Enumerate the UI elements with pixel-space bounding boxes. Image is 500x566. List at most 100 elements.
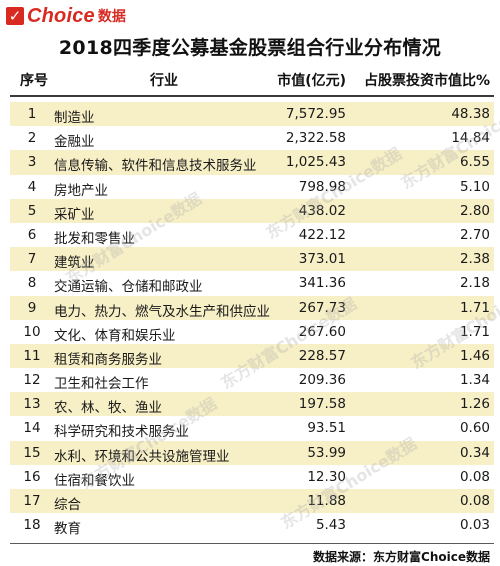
row-industry: 制造业: [54, 110, 95, 126]
table-row: 13 农、林、牧、渔业 197.58 1.26: [10, 392, 494, 417]
row-industry: 文化、体育和娱乐业: [54, 327, 176, 344]
table-body: 1 制造业 7,572.95 48.38 2 金融业 2,322.58 14.84 3 信息传输、…: [10, 102, 494, 537]
row-value: 228.57: [298, 347, 346, 364]
table-row: 6 批发和零售业 422.12 2.70: [10, 223, 494, 247]
row-industry: 水利、环境和公共设施管理业: [54, 448, 230, 465]
row-number: 15: [23, 444, 41, 461]
table-header: 序号 行业 市值(亿元) 占股票投资市值比%: [10, 66, 494, 92]
table-row: 8 交通运输、仓储和邮政业 341.36 2.18: [10, 271, 494, 295]
row-industry: 房地产业: [54, 182, 108, 199]
table-row: 2 金融业 2,322.58 14.84: [10, 126, 494, 150]
column-header-industry: 行业: [150, 73, 178, 89]
row-pct: 5.10: [459, 178, 490, 195]
row-number: 17: [23, 493, 41, 509]
row-industry: 卫生和社会工作: [54, 376, 149, 393]
column-header-value: 市值(亿元): [277, 73, 346, 89]
row-pct: 1.34: [459, 372, 490, 389]
row-number: 5: [27, 202, 37, 219]
choice-logo: ✓ Choice 数据: [6, 5, 126, 27]
source-note: 数据来源：东方财富Choice数据: [313, 550, 490, 564]
row-pct: 0.60: [459, 420, 490, 437]
row-value: 1,025.43: [285, 154, 346, 171]
column-header-no: 序号: [20, 73, 48, 89]
row-number: 10: [23, 323, 41, 340]
row-pct: 48.38: [451, 106, 490, 122]
row-number: 12: [23, 372, 41, 389]
row-number: 7: [27, 251, 37, 268]
row-value: 11.88: [307, 493, 346, 509]
row-industry: 综合: [54, 497, 81, 513]
row-value: 267.73: [298, 299, 346, 316]
table-bottom-rule: [10, 543, 494, 544]
row-number: 9: [27, 299, 37, 316]
table-row: 4 房地产业 798.98 5.10: [10, 175, 494, 199]
row-value: 5.43: [315, 517, 346, 534]
table-row: 5 采矿业 438.02 2.80: [10, 198, 494, 223]
row-industry: 金融业: [54, 134, 95, 151]
table-row: 14 科学研究和技术服务业 93.51 0.60: [10, 416, 494, 440]
table-row: 15 水利、环境和公共设施管理业 53.99 0.34: [10, 440, 494, 465]
row-industry: 科学研究和技术服务业: [54, 424, 189, 441]
table-row: 18 教育 5.43 0.03: [10, 513, 494, 537]
row-number: 2: [27, 130, 37, 147]
row-industry: 采矿业: [54, 206, 95, 223]
row-industry: 住宿和餐饮业: [54, 472, 135, 489]
checkmark-icon: ✓: [6, 7, 24, 25]
row-industry: 电力、热力、燃气及水生产和供应业: [54, 303, 270, 320]
row-number: 6: [27, 226, 37, 243]
row-value: 438.02: [298, 202, 346, 219]
row-value: 197.58: [298, 396, 346, 413]
row-pct: 0.34: [459, 444, 490, 461]
row-value: 7,572.95: [285, 106, 346, 122]
row-number: 4: [27, 178, 37, 195]
row-value: 267.60: [298, 323, 346, 340]
row-industry: 信息传输、软件和信息技术服务业: [54, 158, 257, 175]
row-pct: 2.18: [459, 275, 490, 292]
logo-brand: Choice: [27, 4, 95, 27]
table-row: 10 文化、体育和娱乐业 267.60 1.71: [10, 320, 494, 344]
logo-suffix: 数据: [97, 9, 126, 25]
row-pct: 14.84: [451, 130, 490, 147]
row-industry: 农、林、牧、渔业: [54, 400, 162, 417]
row-pct: 6.55: [459, 154, 490, 171]
table-row: 17 综合 11.88 0.08: [10, 489, 494, 514]
row-number: 8: [27, 275, 37, 292]
row-value: 798.98: [298, 178, 346, 195]
row-value: 93.51: [307, 420, 346, 437]
table-row: 1 制造业 7,572.95 48.38: [10, 102, 494, 127]
row-value: 12.30: [307, 468, 346, 485]
row-pct: 2.80: [459, 202, 490, 219]
row-industry: 建筑业: [54, 255, 95, 272]
row-pct: 0.08: [459, 493, 490, 509]
row-number: 14: [23, 420, 41, 437]
header-rule: [10, 95, 494, 97]
row-number: 18: [23, 517, 41, 534]
row-industry: 租赁和商务服务业: [54, 351, 162, 368]
table-row: 3 信息传输、软件和信息技术服务业 1,025.43 6.55: [10, 150, 494, 175]
row-pct: 1.71: [459, 299, 490, 316]
row-value: 53.99: [307, 444, 346, 461]
row-number: 3: [27, 154, 37, 171]
table-row: 12 卫生和社会工作 209.36 1.34: [10, 368, 494, 392]
row-value: 209.36: [298, 372, 346, 389]
row-value: 2,322.58: [285, 130, 346, 147]
row-pct: 0.03: [459, 517, 490, 534]
row-pct: 1.26: [459, 396, 490, 413]
table-row: 7 建筑业 373.01 2.38: [10, 247, 494, 272]
row-pct: 2.70: [459, 226, 490, 243]
page-title: 2018四季度公募基金股票组合行业分布情况: [58, 37, 442, 59]
row-value: 373.01: [298, 251, 346, 268]
row-value: 341.36: [298, 275, 346, 292]
row-number: 16: [23, 468, 41, 485]
row-value: 422.12: [298, 226, 346, 243]
table-row: 16 住宿和餐饮业 12.30 0.08: [10, 465, 494, 489]
row-number: 13: [23, 396, 41, 413]
table-row: 11 租赁和商务服务业 228.57 1.46: [10, 343, 494, 369]
row-pct: 0.08: [459, 468, 490, 485]
row-pct: 1.46: [459, 347, 490, 364]
row-pct: 2.38: [459, 251, 490, 268]
row-number: 11: [23, 347, 41, 364]
row-industry: 批发和零售业: [54, 230, 135, 247]
row-industry: 交通运输、仓储和邮政业: [54, 279, 203, 296]
row-pct: 1.71: [459, 323, 490, 340]
